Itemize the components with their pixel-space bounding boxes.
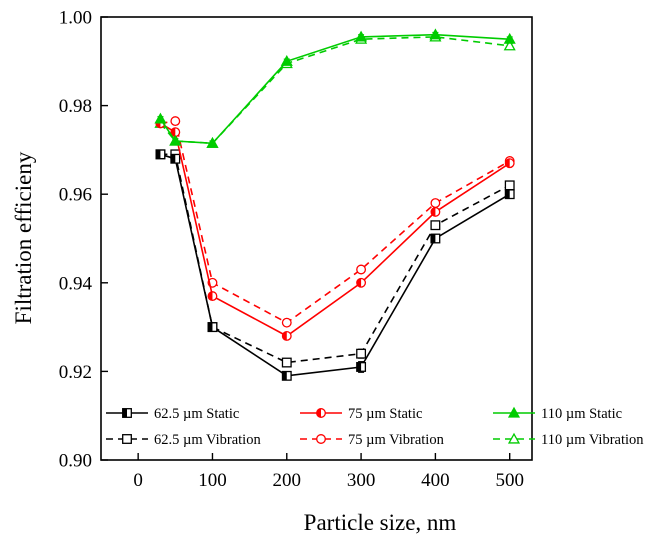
data-point-marker [504,189,515,200]
y-tick-label: 0.90 [59,451,92,472]
series-3 [155,149,515,368]
data-point-marker [122,434,132,444]
legend-item: 110 µm Static [493,406,622,422]
data-point-marker [170,116,181,127]
series-1 [155,118,515,341]
data-point-marker [281,357,292,368]
data-point-marker [504,180,515,191]
data-point-marker [316,434,326,444]
data-point-marker [507,406,521,418]
data-point-marker [356,348,367,359]
series-line [159,33,510,145]
legend-label: 110 µm Vibration [541,432,644,448]
series-layer [154,28,516,381]
data-point-marker [430,220,441,231]
data-point-marker [207,322,218,333]
data-point-marker [430,233,441,244]
legend-label: 75 µm Vibration [348,432,445,448]
y-tick-label: 0.96 [59,185,92,206]
axis-tick-labels: 0 100 200 300 400 500 0.90 0.92 0.94 0.96 0.98 1.00 [59,8,524,492]
data-point-marker [503,32,516,44]
x-axis-title: Particle size, nm [304,510,457,535]
data-point-marker [356,264,367,275]
legend-label: 62.5 µm Vibration [154,432,261,448]
x-tick-label: 100 [198,470,227,491]
y-tick-label: 0.94 [59,273,93,294]
data-point-marker [430,206,441,217]
data-point-marker [281,331,292,341]
data-point-marker [155,149,166,160]
data-point-marker [122,408,132,418]
y-axis-title: Filtration efficieny [11,151,36,324]
data-point-marker [355,30,368,42]
series-line [159,36,510,145]
legend-item: 75 µm Static [300,406,422,422]
legend-label: 75 µm Static [348,406,422,422]
legend: 62.5 µm Static 75 µm Static 110 µm Static 6… [106,406,644,448]
y-tick-label: 0.98 [59,96,92,117]
data-point-marker [154,112,167,124]
data-point-marker [207,291,218,302]
legend-item: 62.5 µm Vibration [106,432,261,448]
data-point-marker [356,277,367,288]
data-point-marker [169,134,182,146]
x-tick-label: 500 [495,470,524,491]
data-point-marker [504,158,515,169]
data-point-marker [316,408,326,418]
series-5 [154,30,516,148]
data-point-marker [503,39,516,51]
data-point-marker [280,55,293,66]
x-tick-label: 200 [273,470,302,491]
legend-item: 62.5 µm Static [106,406,239,422]
y-tick-label: 0.92 [59,362,92,383]
data-point-marker [281,317,292,328]
data-point-marker [281,370,292,381]
plot-frame [100,16,533,461]
series-line [159,122,511,337]
data-point-marker [356,362,367,372]
series-2 [154,28,516,148]
data-point-marker [170,127,181,138]
x-tick-label: 400 [421,470,450,491]
data-point-marker [206,136,219,148]
legend-item: 110 µm Vibration [493,432,644,448]
x-tick-label: 0 [133,470,143,491]
data-point-marker [507,432,521,444]
series-line [160,153,511,377]
data-point-marker [429,28,442,40]
data-point-marker [430,198,441,209]
legend-label: 110 µm Static [541,406,622,422]
series-0 [155,149,515,381]
legend-item: 75 µm Vibration [300,432,445,448]
x-tick-label: 300 [347,470,376,491]
legend-label: 62.5 µm Static [154,406,239,422]
data-point-marker [170,153,181,164]
axis-ticks [101,16,511,461]
y-tick-label: 1.00 [59,8,92,29]
